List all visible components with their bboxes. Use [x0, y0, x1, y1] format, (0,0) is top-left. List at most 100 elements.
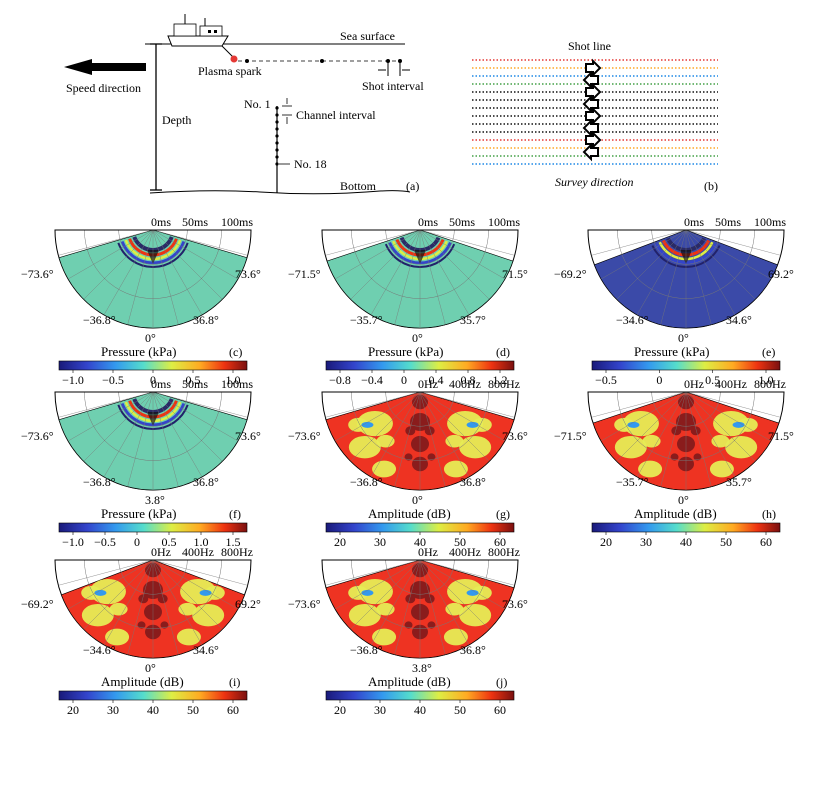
- polar-grid-ray: [660, 391, 687, 487]
- panel-a: Sea surface Plasma spark Shot interval S…: [64, 14, 424, 195]
- polar-grid-ray: [68, 229, 154, 280]
- polar-grid-ray: [152, 229, 238, 280]
- panel-letter: (d): [496, 345, 510, 359]
- angle-label-bottom-left: −35.7°: [350, 313, 383, 327]
- amplitude-low: [94, 589, 107, 596]
- angle-label-left: −69.2°: [21, 597, 54, 611]
- polar-grid-ray: [152, 391, 223, 462]
- polar-grid-ray: [103, 391, 154, 477]
- polar-grid-ray: [636, 391, 687, 477]
- colorbar-tick-label: 60: [494, 703, 506, 717]
- polar-grid-ray: [335, 391, 421, 442]
- amplitude-patch: [376, 602, 395, 616]
- polar-grid-ray: [152, 229, 223, 300]
- no1-label: No. 1: [244, 97, 271, 111]
- angle-label-left: −73.6°: [21, 267, 54, 281]
- colorbar-tick-label: 50: [454, 703, 466, 717]
- polar-grid-ray: [685, 391, 756, 462]
- radial-scale-label: 400Hz: [449, 377, 481, 391]
- shot-point: [245, 59, 249, 63]
- angle-label-center: 0°: [678, 493, 689, 507]
- survey-arrow-left-icon: [582, 94, 599, 114]
- survey-arrow-left-icon: [582, 70, 599, 90]
- polar-grid-ray: [419, 229, 515, 256]
- colorbar-tick-label: −0.5: [595, 373, 617, 387]
- amplitude-patch: [348, 585, 369, 600]
- polar-grid-ray: [325, 559, 421, 586]
- polar-panel-j: 0Hz 400Hz 800Hz −73.6° 73.6° −36.8° 36.8° 3.8°A…: [288, 545, 528, 717]
- angle-label-right: 73.6°: [235, 267, 261, 281]
- panel-letter: (j): [496, 675, 507, 689]
- panel-letter: (c): [229, 345, 242, 359]
- polar-grid-ray: [152, 391, 238, 442]
- colorbar-tick-label: 50: [454, 535, 466, 549]
- polar-grid-ray: [152, 559, 223, 630]
- angle-label-bottom-right: 36.8°: [460, 643, 486, 657]
- radial-scale-label: 50ms: [182, 377, 208, 391]
- channel-interval-label: Channel interval: [296, 108, 376, 122]
- polar-grid-ray: [636, 229, 687, 315]
- colorbar-tick-label: 30: [640, 535, 652, 549]
- colorbar-tick-label: 0: [134, 535, 140, 549]
- angle-label-left: −71.5°: [288, 267, 321, 281]
- angle-label-bottom-right: 35.7°: [726, 475, 752, 489]
- polar-grid-ray: [58, 559, 154, 586]
- colorbar-tick-label: 40: [147, 703, 159, 717]
- polar-panel-d: 0ms 50ms 100ms −71.5° 71.5° −35.7° 35.7° 0°Pres…: [288, 215, 528, 387]
- colorbar-tick-label: −0.4: [361, 373, 383, 387]
- amplitude-patch: [204, 585, 225, 600]
- plasma-spark-marker: [230, 55, 238, 63]
- radial-scale-label: 0Hz: [418, 377, 438, 391]
- colorbar-tick-label: −0.5: [94, 535, 116, 549]
- polar-grid-ray: [152, 229, 248, 256]
- amplitude-core: [693, 453, 702, 461]
- colorbar-title: Pressure (kPa): [101, 344, 176, 359]
- amplitude-low: [627, 421, 640, 428]
- angle-label-bottom-left: −36.8°: [350, 643, 383, 657]
- colorbar-tick-label: 60: [227, 703, 239, 717]
- radial-scale-label: 800Hz: [221, 545, 253, 559]
- panel-letter: (i): [229, 675, 240, 689]
- colorbar-tick-label: 40: [414, 535, 426, 549]
- angle-label-bottom-left: −36.8°: [350, 475, 383, 489]
- polar-grid-ray: [350, 391, 421, 462]
- angle-label-right: 71.5°: [502, 267, 528, 281]
- amplitude-patch: [445, 434, 464, 448]
- amplitude-patch: [737, 417, 758, 432]
- polar-grid-ray: [152, 391, 203, 477]
- colorbar-title: Pressure (kPa): [101, 506, 176, 521]
- amplitude-low: [466, 421, 479, 428]
- radial-scale-label: 800Hz: [754, 377, 786, 391]
- radial-scale-label: 400Hz: [715, 377, 747, 391]
- radial-scale-label: 100ms: [754, 215, 786, 229]
- polar-grid-ray: [419, 229, 470, 315]
- amplitude-patch: [711, 434, 730, 448]
- hydrophone-dots: [275, 106, 279, 166]
- angle-label-bottom-right: 36.8°: [193, 475, 219, 489]
- colorbar-tick-label: 0: [656, 373, 662, 387]
- angle-label-left: −71.5°: [554, 429, 587, 443]
- amplitude-patch: [471, 585, 492, 600]
- polar-grid-ray: [370, 391, 421, 477]
- colorbar: [58, 522, 248, 533]
- polar-grid-ray: [685, 229, 756, 300]
- polar-grid-ray: [685, 229, 781, 256]
- polar-grid-ray: [152, 391, 248, 418]
- colorbar: [591, 360, 781, 371]
- polar-grid-ray: [419, 229, 490, 300]
- polar-grid-ray: [616, 229, 687, 300]
- panel-letter: (e): [762, 345, 775, 359]
- colorbar-tick-label: 0: [150, 373, 156, 387]
- angle-label-center: 3.8°: [145, 493, 165, 507]
- colorbar-tick-label: 0.8: [461, 373, 476, 387]
- radial-scale-label: 0Hz: [418, 545, 438, 559]
- amplitude-core: [138, 594, 149, 604]
- colorbar-tick-label: 0.4: [429, 373, 444, 387]
- angle-label-center: 0°: [145, 331, 156, 345]
- polar-grid-ray: [127, 229, 154, 325]
- amplitude-core: [690, 426, 701, 436]
- shot-point: [386, 59, 390, 63]
- amplitude-core: [157, 594, 168, 604]
- colorbar-tick-label: 20: [334, 703, 346, 717]
- amplitude-core: [404, 621, 413, 629]
